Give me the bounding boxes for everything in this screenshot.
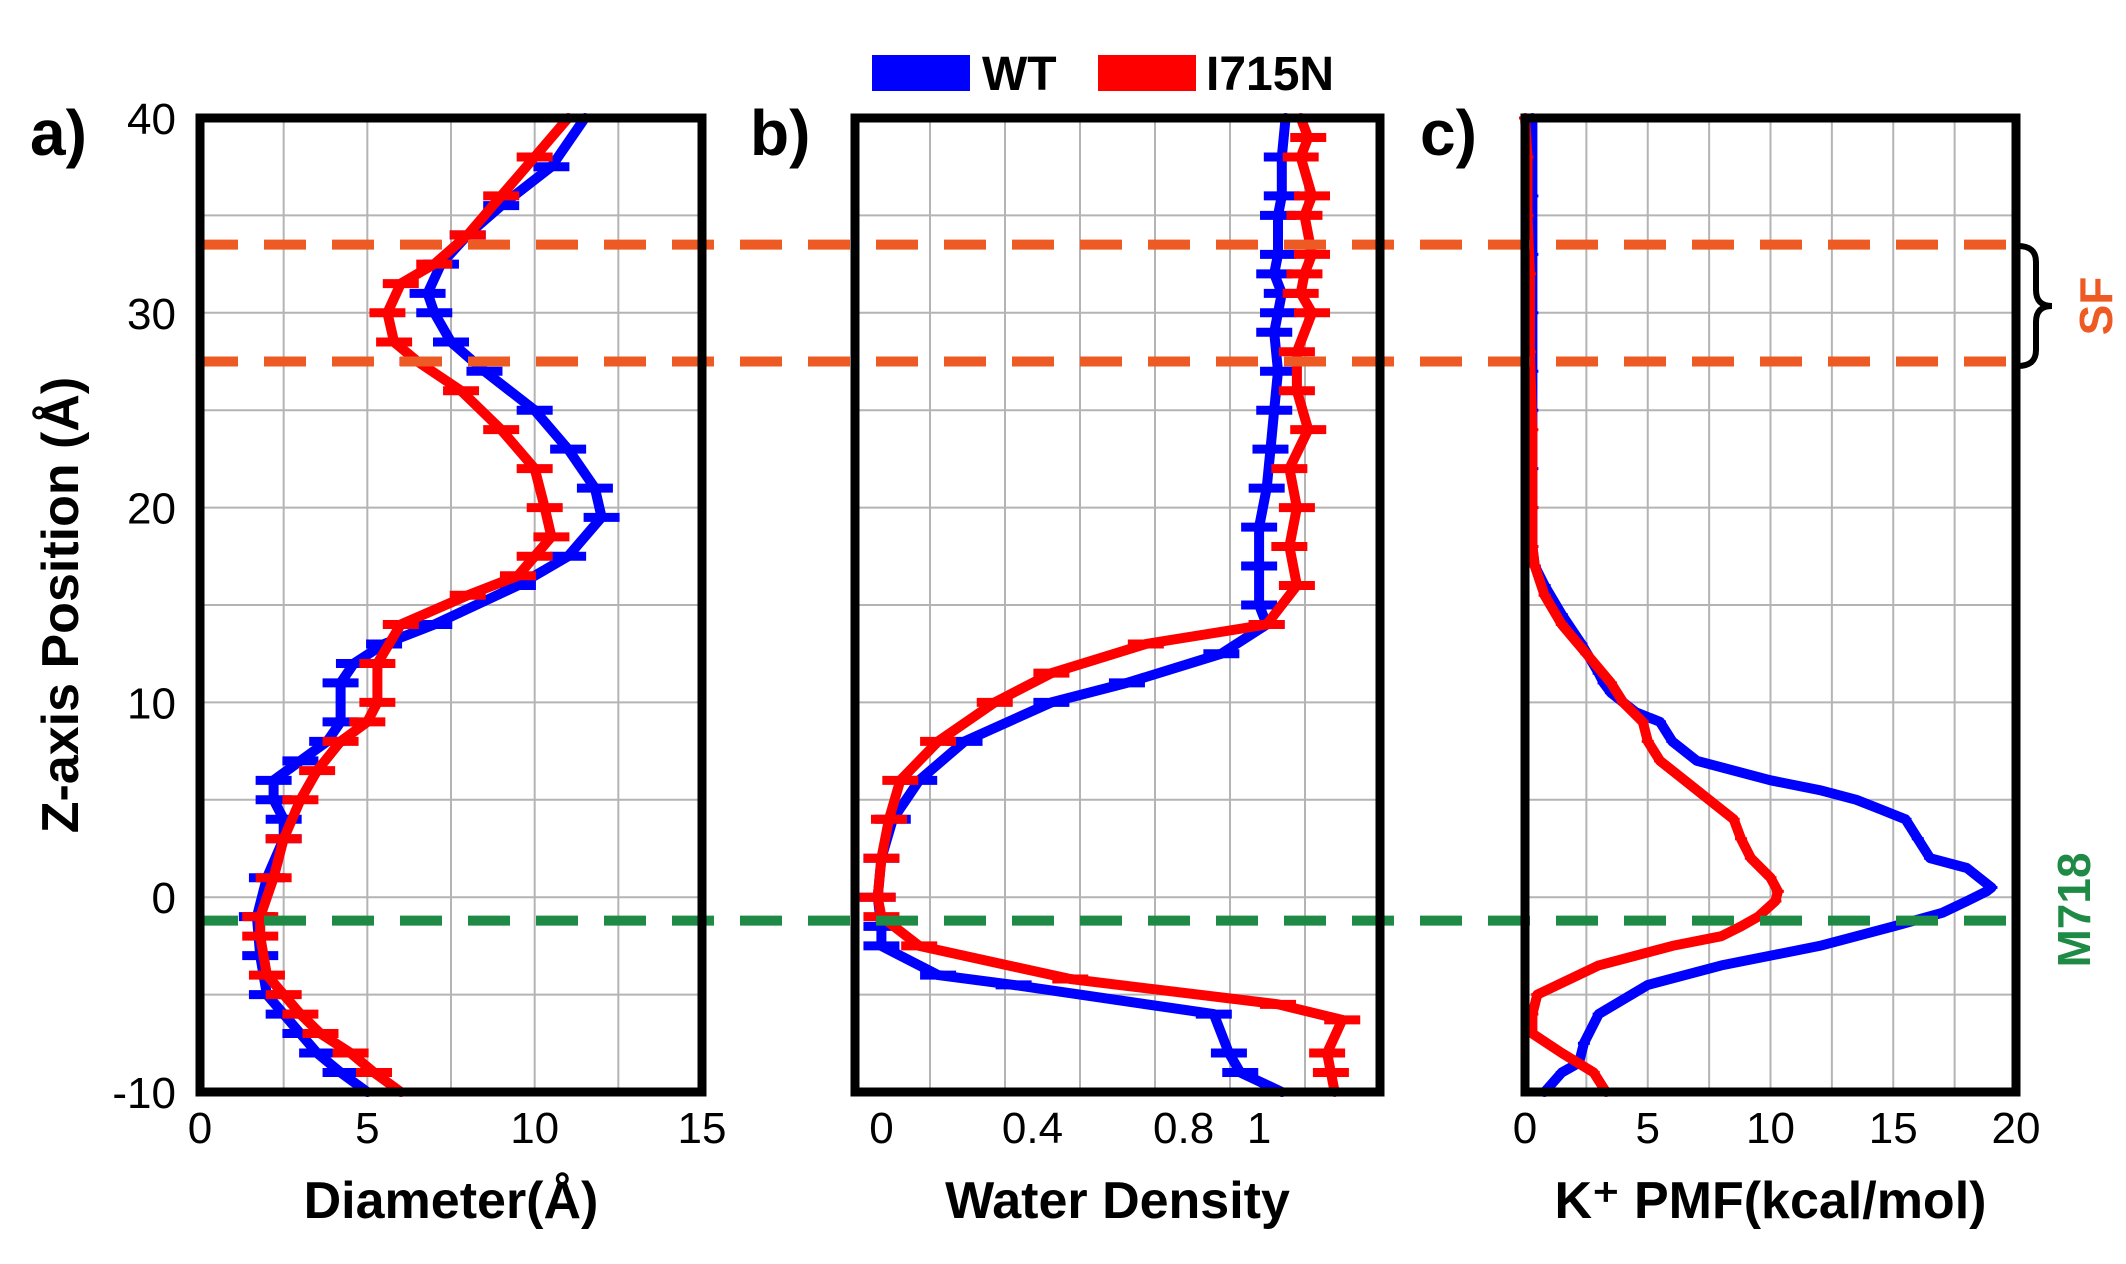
panel-2-xtick-label: 0.4 [1002, 1104, 1063, 1153]
panel-3-frame [1520, 113, 2021, 1097]
panel-2-panel-label: b) [750, 97, 810, 169]
panel-1-xtick-label: 0 [188, 1104, 212, 1153]
legend-swatch-i715n [1098, 55, 1196, 91]
panel-1-frame [195, 113, 707, 1097]
panel-2-xtick-label: 1 [1247, 1104, 1271, 1153]
panel-1-ytick-label: 40 [127, 95, 176, 144]
panel-1-ytick-label: -10 [112, 1069, 176, 1118]
panel-2-xtick-label: 0.8 [1153, 1104, 1214, 1153]
panel-1-xtick-label: 15 [678, 1104, 727, 1153]
sf-brace [2017, 243, 2053, 369]
legend-label-wt: WT [982, 48, 1057, 101]
panel-3-xtick-label: 15 [1869, 1104, 1918, 1153]
frame-layer [195, 113, 2021, 1097]
panel-1-xtick-label: 5 [355, 1104, 379, 1153]
panel-3-xtick-label: 5 [1636, 1104, 1660, 1153]
panel-1-ytick-label: 30 [127, 290, 176, 339]
panel-2-xaxis-label: Water Density [945, 1172, 1290, 1230]
panel-2-xtick-label: 0 [869, 1104, 893, 1153]
legend-swatch-wt [872, 55, 970, 91]
panel-3-series-i715n-line [1520, 113, 1783, 1097]
legend: WT I715N [872, 48, 1334, 101]
legend-label-i715n: I715N [1206, 48, 1334, 101]
panel-2-frame [850, 113, 1385, 1097]
panel-1-yaxis-label: Z-axis Position (Å) [32, 377, 90, 833]
panel-3-xtick-label: 10 [1746, 1104, 1795, 1153]
panel-3-xtick-label: 0 [1513, 1104, 1537, 1153]
panel-3-panel-label: c) [1420, 97, 1477, 169]
panel-1-panel-label: a) [30, 97, 87, 169]
m718-label: M718 [2048, 852, 2100, 967]
panel-1-xaxis-label: Diameter(Å) [304, 1172, 599, 1230]
series-layer [238, 113, 1998, 1097]
panel-1-ytick-label: 20 [127, 485, 176, 534]
sf-label: SF [2070, 277, 2122, 336]
panel-1-ytick-label: 10 [127, 679, 176, 728]
panel-1-ytick-label: 0 [152, 874, 176, 923]
panel-1-xtick-label: 10 [510, 1104, 559, 1153]
panel-3-xaxis-label: K⁺ PMF(kcal/mol) [1555, 1172, 1987, 1230]
reference-lines-layer [196, 239, 2016, 926]
panel-3-xtick-label: 20 [1992, 1104, 2041, 1153]
